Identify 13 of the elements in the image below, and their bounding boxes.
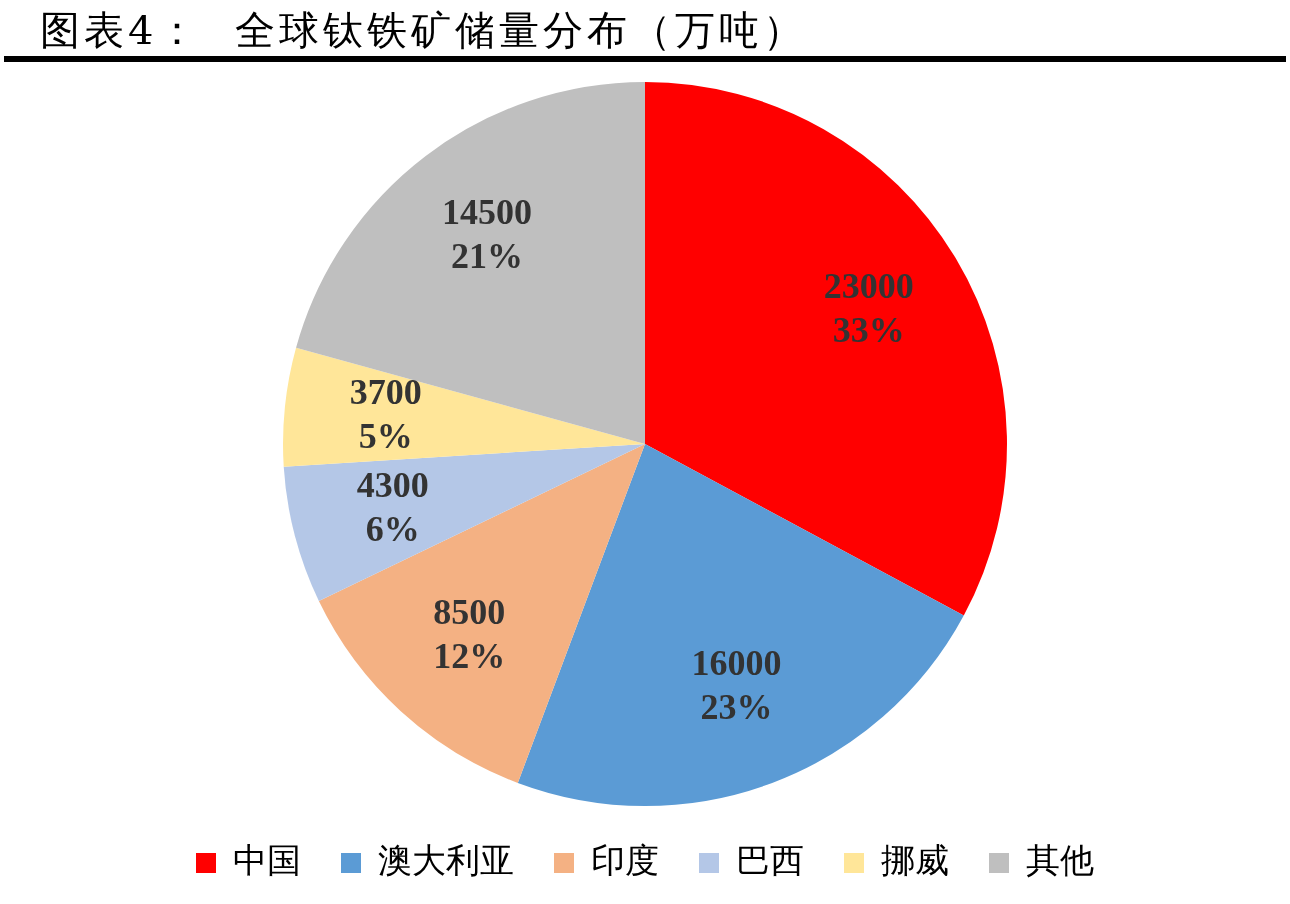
legend-label: 印度 xyxy=(591,839,659,880)
legend-label: 澳大利亚 xyxy=(378,839,514,880)
legend-label: 其他 xyxy=(1026,839,1094,880)
data-label: 23000 33% xyxy=(823,265,914,350)
data-label: 4300 6% xyxy=(356,465,429,550)
data-label: 16000 23% xyxy=(691,643,782,728)
legend-label: 巴西 xyxy=(736,839,804,880)
legend-label: 挪威 xyxy=(881,839,949,880)
legend-label: 中国 xyxy=(233,839,301,880)
data-label: 14500 21% xyxy=(442,191,533,276)
chart-title: 图表4： 全球钛铁矿储量分布（万吨） xyxy=(4,0,1286,62)
data-label: 3700 5% xyxy=(349,372,422,457)
data-label: 8500 12% xyxy=(433,591,506,676)
